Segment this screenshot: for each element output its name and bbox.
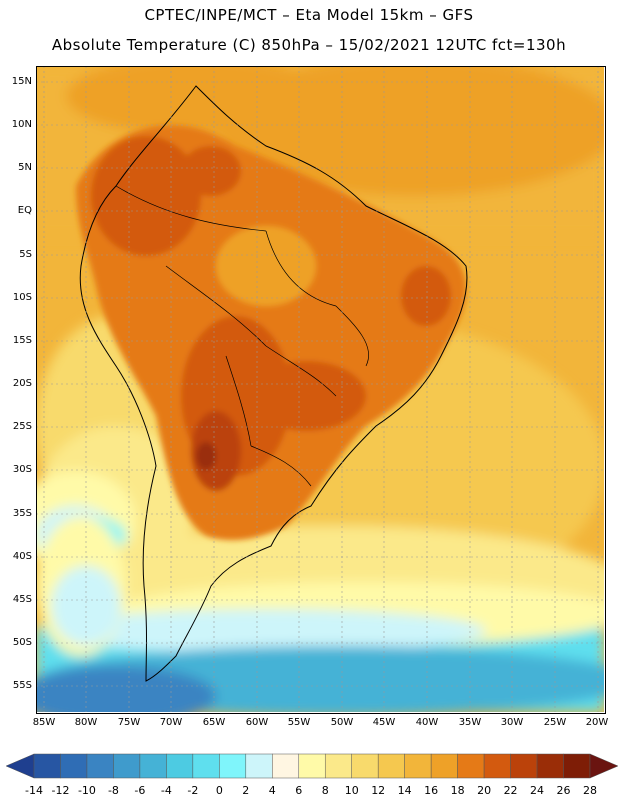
legend-label: 24 <box>530 784 545 797</box>
legend-bin <box>404 753 432 779</box>
legend-label: 28 <box>583 784 597 797</box>
legend-bin <box>219 753 247 779</box>
legend-label: -12 <box>51 784 70 797</box>
legend-bin <box>377 753 405 779</box>
legend-arrow-low <box>5 753 35 779</box>
lon-label: 70W <box>159 717 183 728</box>
legend-label: -10 <box>77 784 96 797</box>
continent-heat <box>76 125 466 541</box>
legend-label: -6 <box>134 784 146 797</box>
lon-label: 60W <box>245 717 269 728</box>
lat-label: 45S <box>12 594 32 605</box>
temperature-map <box>36 66 604 712</box>
lon-label: 30W <box>500 717 524 728</box>
title-line-2: Absolute Temperature (C) 850hPa – 15/02/… <box>51 36 567 54</box>
lon-label: 55W <box>287 717 311 728</box>
title-line-1: CPTEC/INPE/MCT – Eta Model 15km – GFS <box>144 6 474 24</box>
legend-label: 10 <box>344 784 359 797</box>
legend-label: 14 <box>397 784 412 797</box>
lon-label: 35W <box>458 717 482 728</box>
lat-label: 35S <box>12 508 32 519</box>
legend-label: -4 <box>160 784 172 797</box>
legend-label: 2 <box>242 784 250 797</box>
legend-bin <box>324 753 352 779</box>
country-borders <box>115 185 369 487</box>
color-legend <box>5 753 618 779</box>
legend-bin <box>563 753 591 779</box>
legend-label: 20 <box>477 784 492 797</box>
legend-bin <box>298 753 326 779</box>
legend-bin <box>139 753 167 779</box>
legend-label: 12 <box>371 784 386 797</box>
legend-bin <box>60 753 88 779</box>
legend-bin <box>33 753 61 779</box>
lat-label: 10N <box>11 119 32 130</box>
lat-label: 10S <box>12 292 32 303</box>
legend-label: 8 <box>321 784 329 797</box>
lat-label: 5S <box>19 249 32 260</box>
lon-label: 50W <box>330 717 354 728</box>
lat-label: 20S <box>12 378 32 389</box>
lon-label: 45W <box>372 717 396 728</box>
lon-label: 40W <box>415 717 439 728</box>
legend-label: 22 <box>503 784 518 797</box>
legend-label: -14 <box>25 784 43 797</box>
legend-bin <box>351 753 379 779</box>
legend-label: 0 <box>215 784 223 797</box>
legend-arrow-high <box>589 753 618 779</box>
legend-label: -8 <box>107 784 119 797</box>
lat-label: 55S <box>12 680 32 691</box>
lat-label: 15N <box>11 76 32 87</box>
legend-bin <box>510 753 538 779</box>
legend-bin <box>272 753 300 779</box>
legend-bin <box>86 753 114 779</box>
lat-label: 25S <box>12 421 32 432</box>
legend-bin <box>113 753 141 779</box>
legend-bin <box>430 753 458 779</box>
map-frame <box>36 66 606 714</box>
legend-label: 6 <box>295 784 303 797</box>
legend-bin <box>166 753 194 779</box>
legend-label: 26 <box>556 784 571 797</box>
coastline <box>79 85 468 682</box>
lon-label: 20W <box>585 717 609 728</box>
lon-label: 65W <box>202 717 226 728</box>
legend-label: 4 <box>268 784 276 797</box>
lat-label: 15S <box>12 335 32 346</box>
lat-label: 5N <box>18 162 32 173</box>
lon-label: 85W <box>32 717 56 728</box>
lat-label: 50S <box>12 637 32 648</box>
legend-bin <box>483 753 511 779</box>
legend-bin <box>457 753 485 779</box>
lon-label: 25W <box>543 717 567 728</box>
legend-label: 16 <box>424 784 439 797</box>
lat-label: 30S <box>12 464 32 475</box>
lat-label: EQ <box>17 205 32 216</box>
legend-bin <box>192 753 220 779</box>
lon-label: 80W <box>74 717 98 728</box>
legend-bin <box>245 753 273 779</box>
lon-label: 75W <box>117 717 141 728</box>
legend-bin <box>536 753 564 779</box>
legend-label: -2 <box>187 784 199 797</box>
lat-label: 40S <box>12 551 32 562</box>
legend-label: 18 <box>450 784 465 797</box>
